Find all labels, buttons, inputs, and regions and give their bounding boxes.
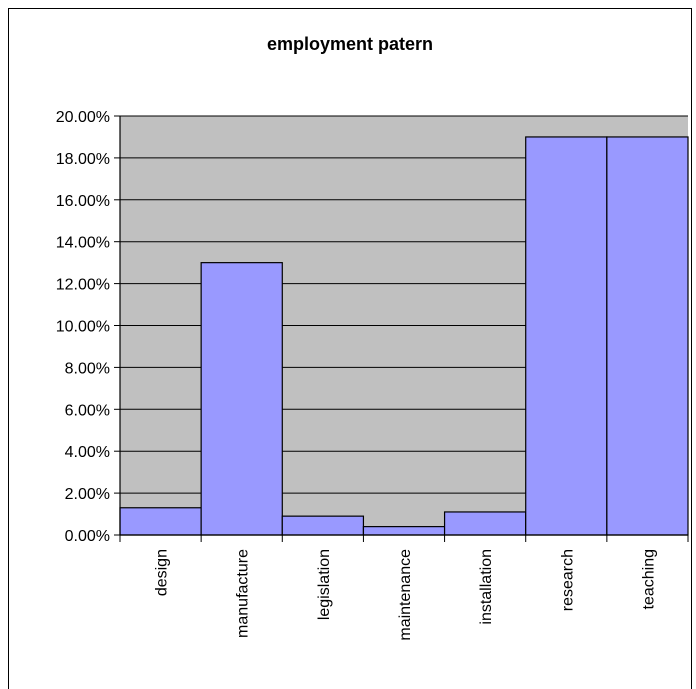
y-tick-label: 16.00% [56, 193, 110, 210]
x-tick-label: installation [478, 549, 495, 625]
y-tick-label: 12.00% [56, 277, 110, 294]
y-tick-label: 6.00% [65, 402, 110, 419]
y-tick-label: 10.00% [56, 319, 110, 336]
bar-design [119, 507, 202, 536]
x-tick-label: teaching [640, 549, 657, 610]
x-tick-label: manufacture [235, 549, 252, 638]
y-tick-label: 14.00% [56, 235, 110, 252]
bar-teaching [606, 136, 689, 536]
y-tick-label: 0.00% [65, 528, 110, 545]
bar-research [525, 136, 608, 536]
y-tick-label: 4.00% [65, 444, 110, 461]
y-tick-label: 20.00% [56, 109, 110, 126]
chart-title: employment patern [266, 34, 434, 54]
bar-installation [443, 511, 527, 536]
bar-manufacture [200, 262, 283, 536]
x-tick-label: legislation [316, 549, 333, 620]
x-tick-label: design [154, 549, 171, 596]
x-tick-label: maintenance [397, 549, 414, 641]
y-tick-label: 18.00% [56, 151, 110, 168]
x-tick-label: research [559, 549, 576, 611]
y-tick-label: 2.00% [65, 486, 110, 503]
y-tick-label: 8.00% [65, 360, 110, 377]
bar-maintenance [362, 526, 446, 536]
bar-legislation [281, 515, 365, 536]
